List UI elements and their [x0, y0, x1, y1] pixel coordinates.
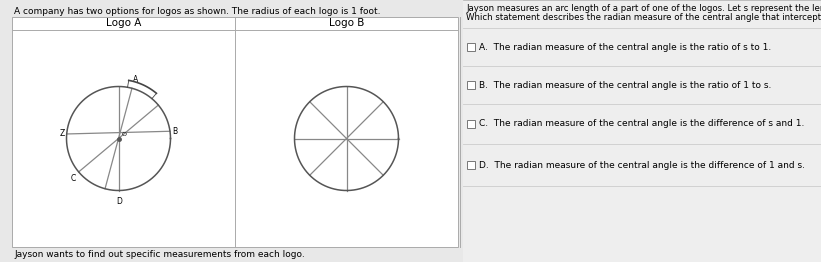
Text: A: A	[133, 75, 138, 84]
Text: Which statement describes the radian measure of the central angle that intercept: Which statement describes the radian mea…	[466, 13, 821, 22]
Bar	[463, 0, 821, 262]
Bar	[467, 161, 475, 169]
Text: B: B	[172, 127, 177, 136]
Text: C.  The radian measure of the central angle is the difference of s and 1.: C. The radian measure of the central ang…	[479, 119, 805, 128]
Text: B.  The radian measure of the central angle is the ratio of 1 to s.: B. The radian measure of the central ang…	[479, 80, 772, 90]
Text: D.  The radian measure of the central angle is the difference of 1 and s.: D. The radian measure of the central ang…	[479, 161, 805, 170]
Bar	[467, 120, 475, 128]
Bar	[467, 81, 475, 89]
Text: A.  The radian measure of the central angle is the ratio of s to 1.: A. The radian measure of the central ang…	[479, 42, 771, 52]
Text: O: O	[122, 132, 126, 137]
Text: Logo A: Logo A	[106, 19, 141, 29]
Bar	[12, 17, 458, 247]
Bar	[467, 43, 475, 51]
Text: Jayson measures an arc length of a part of one of the logos. Let s represent the: Jayson measures an arc length of a part …	[466, 4, 821, 13]
Text: Z: Z	[59, 129, 65, 139]
Text: D: D	[117, 198, 122, 206]
Text: C: C	[71, 174, 76, 183]
Text: Jayson wants to find out specific measurements from each logo.: Jayson wants to find out specific measur…	[14, 250, 305, 259]
Text: A company has two options for logos as shown. The radius of each logo is 1 foot.: A company has two options for logos as s…	[14, 7, 380, 16]
Text: Logo B: Logo B	[329, 19, 365, 29]
